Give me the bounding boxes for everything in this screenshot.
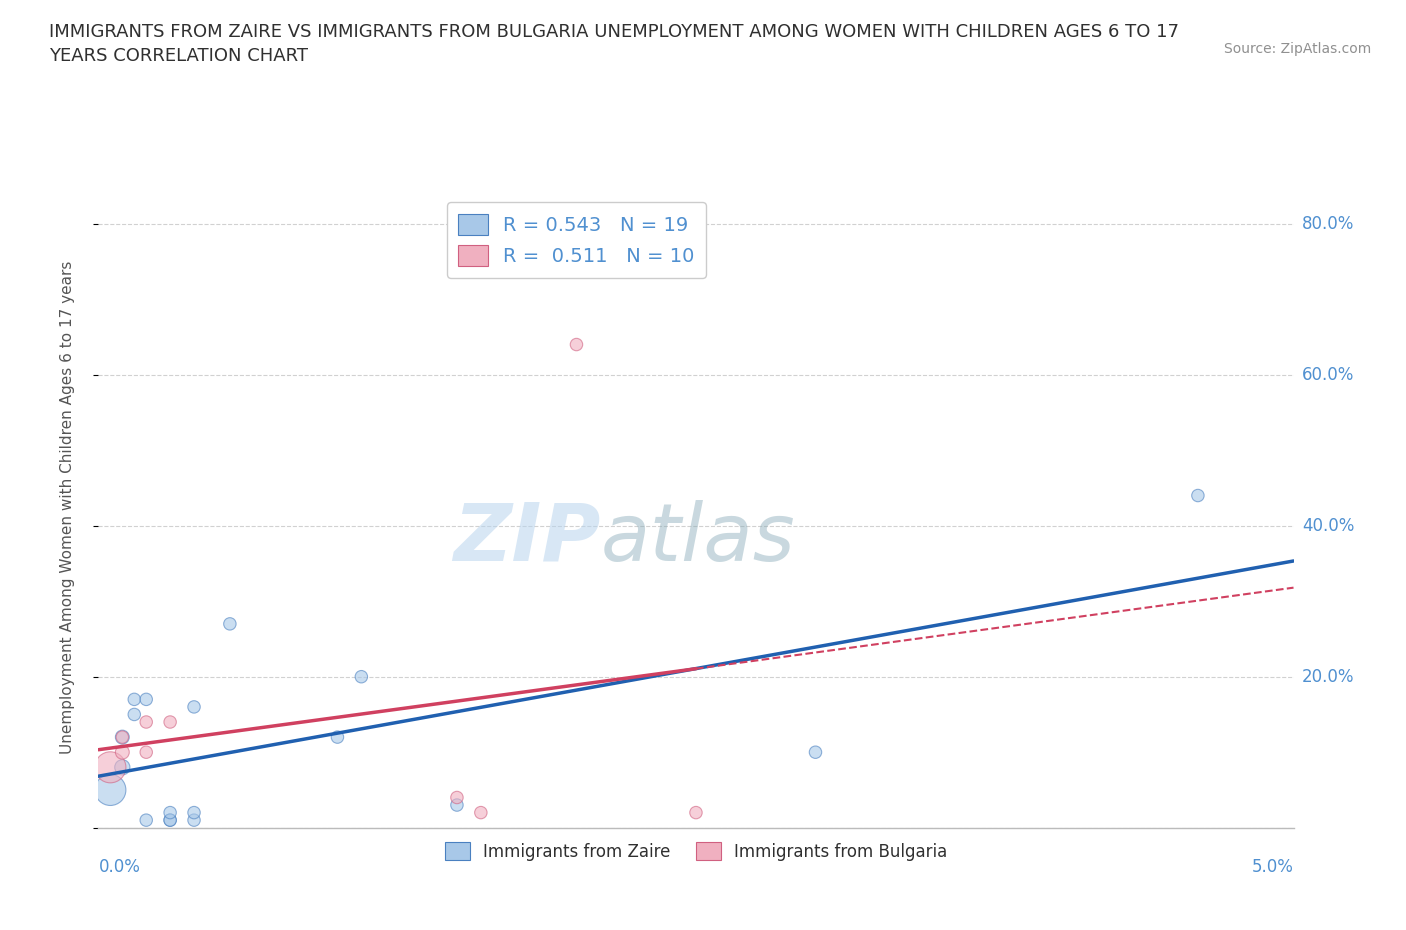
Point bbox=[183, 813, 205, 828]
Point bbox=[135, 692, 157, 707]
Point bbox=[565, 337, 588, 352]
Point bbox=[111, 745, 134, 760]
Point bbox=[159, 813, 181, 828]
Point bbox=[219, 617, 242, 631]
Point bbox=[111, 760, 134, 775]
Point bbox=[159, 813, 181, 828]
Point bbox=[804, 745, 827, 760]
Legend: Immigrants from Zaire, Immigrants from Bulgaria: Immigrants from Zaire, Immigrants from B… bbox=[439, 835, 953, 868]
Point bbox=[326, 730, 349, 745]
Point bbox=[124, 707, 146, 722]
Point bbox=[159, 714, 181, 729]
Text: 20.0%: 20.0% bbox=[1302, 668, 1354, 685]
Point bbox=[350, 670, 373, 684]
Y-axis label: Unemployment Among Women with Children Ages 6 to 17 years: Unemployment Among Women with Children A… bbox=[60, 260, 75, 753]
Point bbox=[135, 813, 157, 828]
Point bbox=[470, 805, 492, 820]
Text: 0.0%: 0.0% bbox=[98, 858, 141, 876]
Point bbox=[1187, 488, 1209, 503]
Text: 40.0%: 40.0% bbox=[1302, 517, 1354, 535]
Text: atlas: atlas bbox=[600, 500, 796, 578]
Text: ZIP: ZIP bbox=[453, 500, 600, 578]
Text: Source: ZipAtlas.com: Source: ZipAtlas.com bbox=[1223, 42, 1371, 56]
Point bbox=[98, 760, 122, 775]
Point bbox=[135, 745, 157, 760]
Point bbox=[446, 790, 468, 805]
Text: 80.0%: 80.0% bbox=[1302, 215, 1354, 232]
Point bbox=[183, 805, 205, 820]
Text: 5.0%: 5.0% bbox=[1251, 858, 1294, 876]
Point bbox=[446, 798, 468, 813]
Point bbox=[183, 699, 205, 714]
Point bbox=[135, 714, 157, 729]
Point bbox=[111, 730, 134, 745]
Point bbox=[111, 730, 134, 745]
Point bbox=[98, 782, 122, 797]
Point bbox=[124, 692, 146, 707]
Text: 60.0%: 60.0% bbox=[1302, 365, 1354, 384]
Point bbox=[159, 805, 181, 820]
Text: IMMIGRANTS FROM ZAIRE VS IMMIGRANTS FROM BULGARIA UNEMPLOYMENT AMONG WOMEN WITH : IMMIGRANTS FROM ZAIRE VS IMMIGRANTS FROM… bbox=[49, 23, 1180, 65]
Point bbox=[685, 805, 707, 820]
